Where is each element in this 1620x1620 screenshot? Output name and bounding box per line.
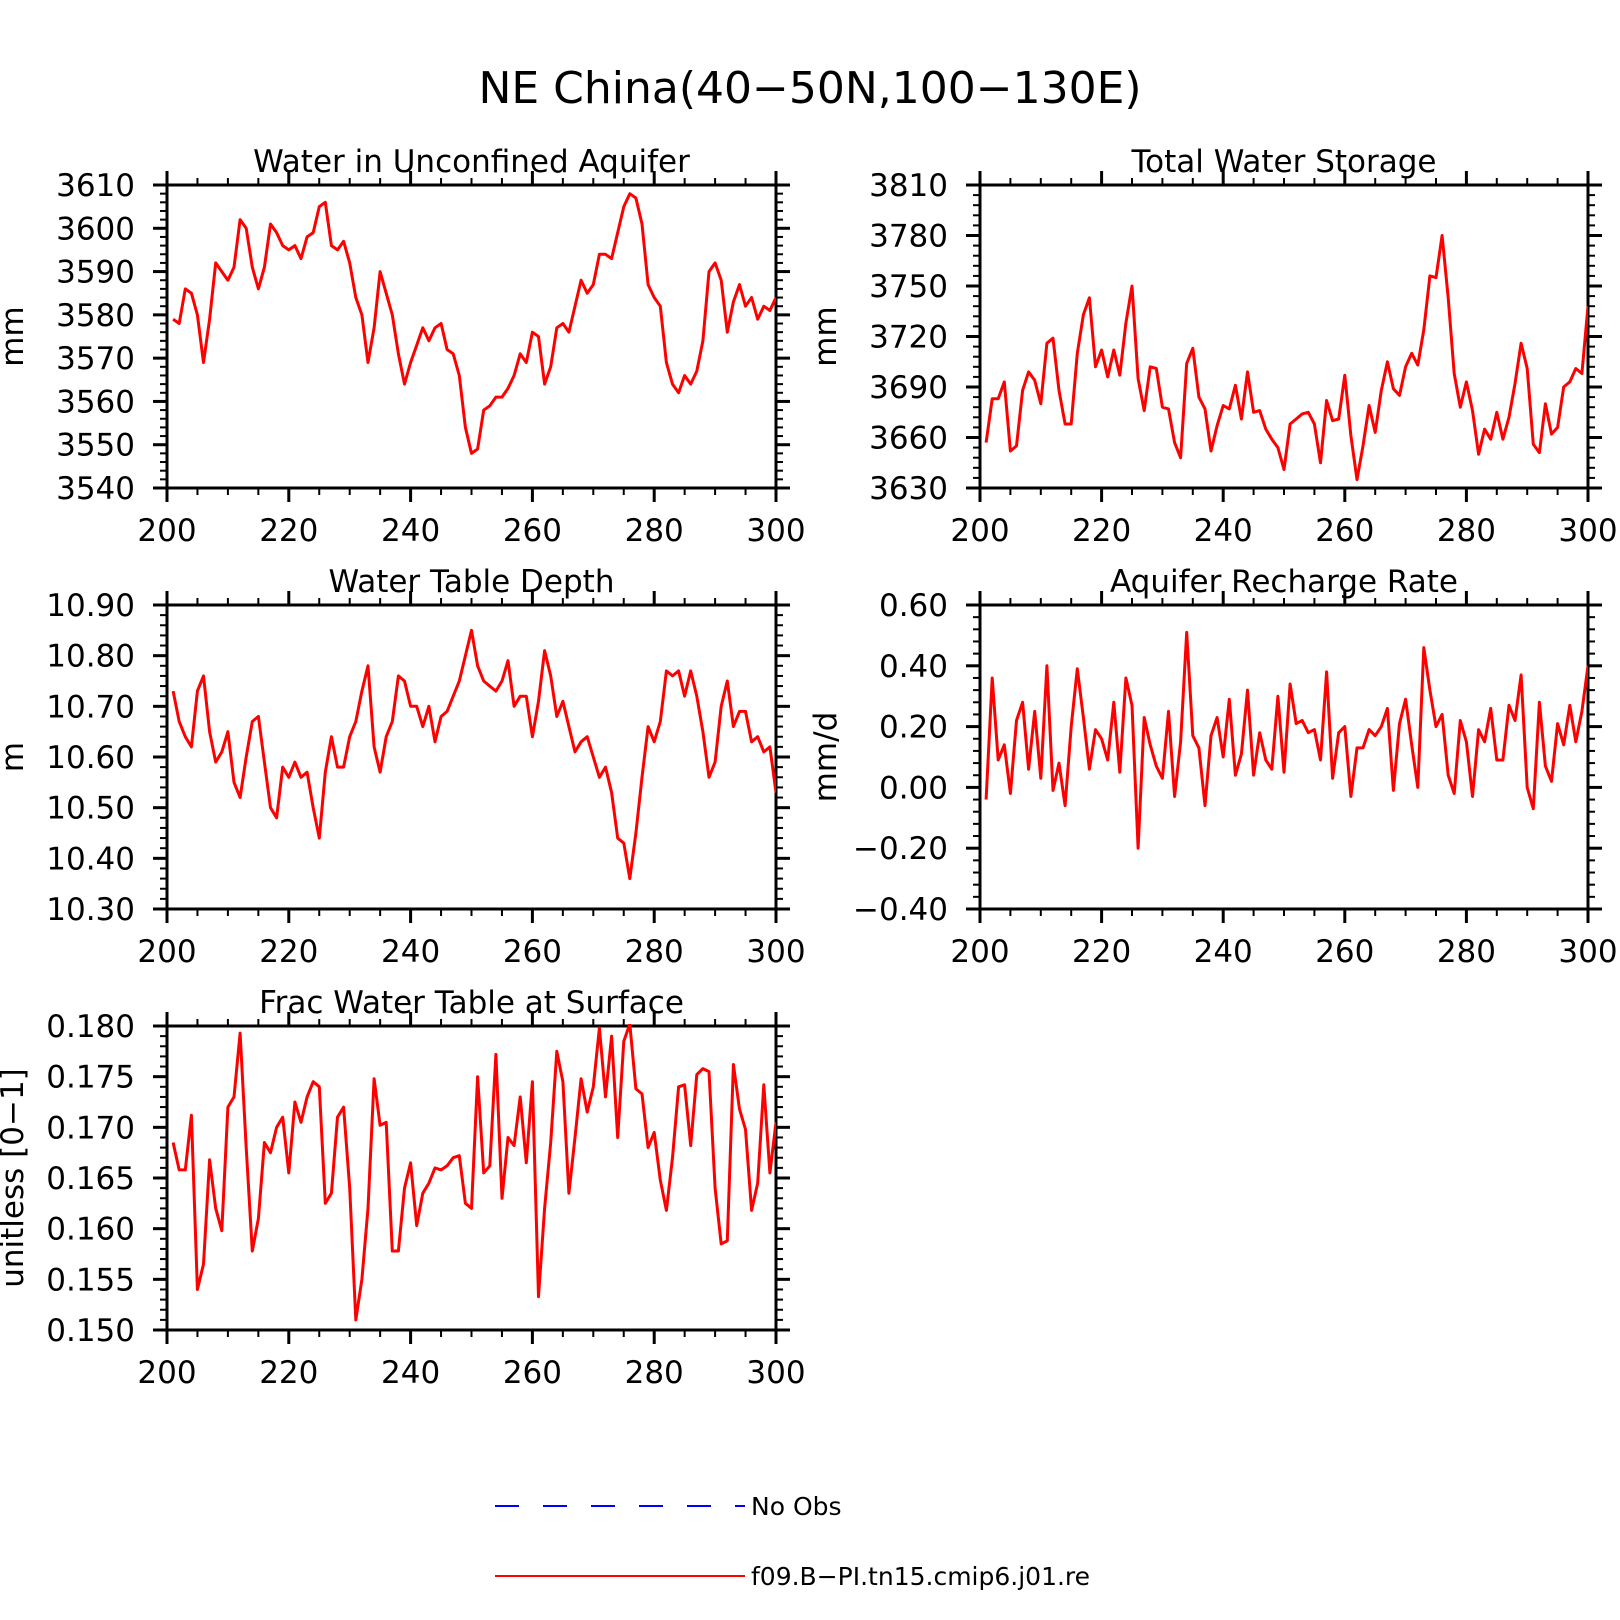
x-tick-label: 300 [746, 934, 805, 970]
x-tick-label: 220 [259, 1355, 318, 1391]
panel-title: Water in Unconfined Aquifer [253, 144, 690, 180]
x-tick-label: 220 [259, 934, 318, 970]
panel-title: Total Water Storage [1130, 144, 1436, 180]
y-tick-label: 10.50 [46, 791, 135, 827]
y-tick-label: 0.60 [879, 588, 948, 624]
x-tick-label: 300 [1558, 934, 1617, 970]
panel-2: Total Water Storage 200 220 240 260 280 300 363… [808, 144, 1618, 549]
series-line-1 [172, 192, 776, 455]
y-tick-label: 0.150 [46, 1313, 135, 1349]
y-tick-label: 0.170 [46, 1110, 135, 1146]
x-tick-label: 200 [950, 934, 1009, 970]
y-tick-label: −0.20 [853, 831, 948, 867]
x-tick-label: 240 [381, 1355, 440, 1391]
plot-frame [165, 603, 778, 911]
y-tick-label: 10.90 [46, 588, 135, 624]
y-tick-label: 0.180 [46, 1009, 135, 1045]
x-tick-label: 280 [625, 513, 684, 549]
y-axis-label: m [0, 742, 31, 772]
x-tick-label: 240 [381, 934, 440, 970]
y-tick-label: 3660 [869, 421, 948, 457]
x-tick-label: 300 [746, 513, 805, 549]
y-axis-label: mm [0, 306, 31, 366]
y-tick-label: 3600 [56, 211, 135, 247]
series-line-1 [984, 234, 1588, 482]
x-tick-label: 260 [503, 1355, 562, 1391]
y-tick-label: 10.40 [46, 841, 135, 877]
y-tick-label: 0.00 [879, 770, 948, 806]
legend-label-2: f09.B−PI.tn15.cmip6.j01.re [751, 1562, 1090, 1591]
y-tick-label: 3610 [56, 168, 135, 204]
y-tick-label: 0.20 [879, 710, 948, 746]
y-tick-label: 3780 [869, 219, 948, 255]
x-tick-label: 260 [503, 513, 562, 549]
plot-frame [165, 183, 778, 490]
y-tick-label: 3540 [56, 471, 135, 507]
panel-title: Aquifer Recharge Rate [1110, 564, 1458, 600]
x-tick-label: 280 [625, 934, 684, 970]
x-tick-label: 280 [1437, 513, 1496, 549]
plot-frame [978, 183, 1590, 490]
y-tick-label: 3570 [56, 341, 135, 377]
y-tick-label: 3690 [869, 370, 948, 406]
y-tick-label: 10.60 [46, 740, 135, 776]
x-tick-label: 200 [137, 1355, 196, 1391]
y-tick-label: 10.70 [46, 689, 135, 725]
x-tick-label: 280 [1437, 934, 1496, 970]
y-tick-label: 3550 [56, 428, 135, 464]
x-tick-label: 200 [137, 934, 196, 970]
x-tick-label: 240 [381, 513, 440, 549]
y-tick-label: 3590 [56, 255, 135, 291]
x-tick-label: 260 [1315, 934, 1374, 970]
y-axis-label: mm/d [808, 712, 844, 803]
x-tick-label: 280 [625, 1355, 684, 1391]
x-tick-label: 200 [137, 513, 196, 549]
y-tick-label: 10.80 [46, 639, 135, 675]
y-tick-label: 0.155 [46, 1262, 135, 1298]
x-tick-label: 220 [1072, 934, 1131, 970]
series-line-1 [171, 628, 776, 881]
y-tick-label: 3810 [869, 168, 948, 204]
y-tick-label: 3580 [56, 298, 135, 334]
legend-label-1: No Obs [751, 1492, 842, 1521]
y-tick-label: 3560 [56, 384, 135, 420]
x-tick-label: 260 [503, 934, 562, 970]
y-tick-label: 0.175 [46, 1060, 135, 1096]
x-tick-label: 240 [1194, 513, 1253, 549]
legend: No Obs f09.B−PI.tn15.cmip6.j01.re [495, 1492, 1090, 1591]
y-tick-label: 3630 [869, 471, 948, 507]
x-tick-label: 300 [1558, 513, 1617, 549]
x-tick-label: 220 [259, 513, 318, 549]
y-axis-label: unitless [0−1] [0, 1068, 31, 1288]
x-tick-label: 300 [746, 1355, 805, 1391]
panel-1: Water in Unconfined Aquifer 200 220 240 260 2… [0, 144, 806, 549]
y-tick-label: 0.165 [46, 1161, 135, 1197]
panel-title: Water Table Depth [329, 564, 615, 600]
y-tick-label: −0.40 [853, 892, 948, 928]
y-tick-label: 3720 [869, 320, 948, 356]
panel-4: Aquifer Recharge Rate 200 220 240 260 280 300 −… [808, 564, 1618, 970]
panel-title: Frac Water Table at Surface [259, 985, 684, 1021]
y-axis-label: mm [808, 306, 844, 366]
x-tick-label: 260 [1315, 513, 1374, 549]
x-tick-label: 240 [1194, 934, 1253, 970]
series-line-1 [984, 630, 1588, 850]
panel-5: Frac Water Table at Surface 200 220 240 260 2… [0, 985, 806, 1391]
x-tick-label: 220 [1072, 513, 1131, 549]
y-tick-label: 0.40 [879, 649, 948, 685]
y-tick-label: 10.30 [46, 892, 135, 928]
figure-title: NE China(40−50N,100−130E) [478, 63, 1141, 114]
y-tick-label: 3750 [869, 269, 948, 305]
y-tick-label: 0.160 [46, 1212, 135, 1248]
panel-3: Water Table Depth 200 220 240 260 280 300 10.30… [0, 564, 806, 970]
panels: Water in Unconfined Aquifer 200 220 240 260 2… [0, 144, 1618, 1391]
series-line-1 [171, 1024, 776, 1322]
x-tick-label: 200 [950, 513, 1009, 549]
